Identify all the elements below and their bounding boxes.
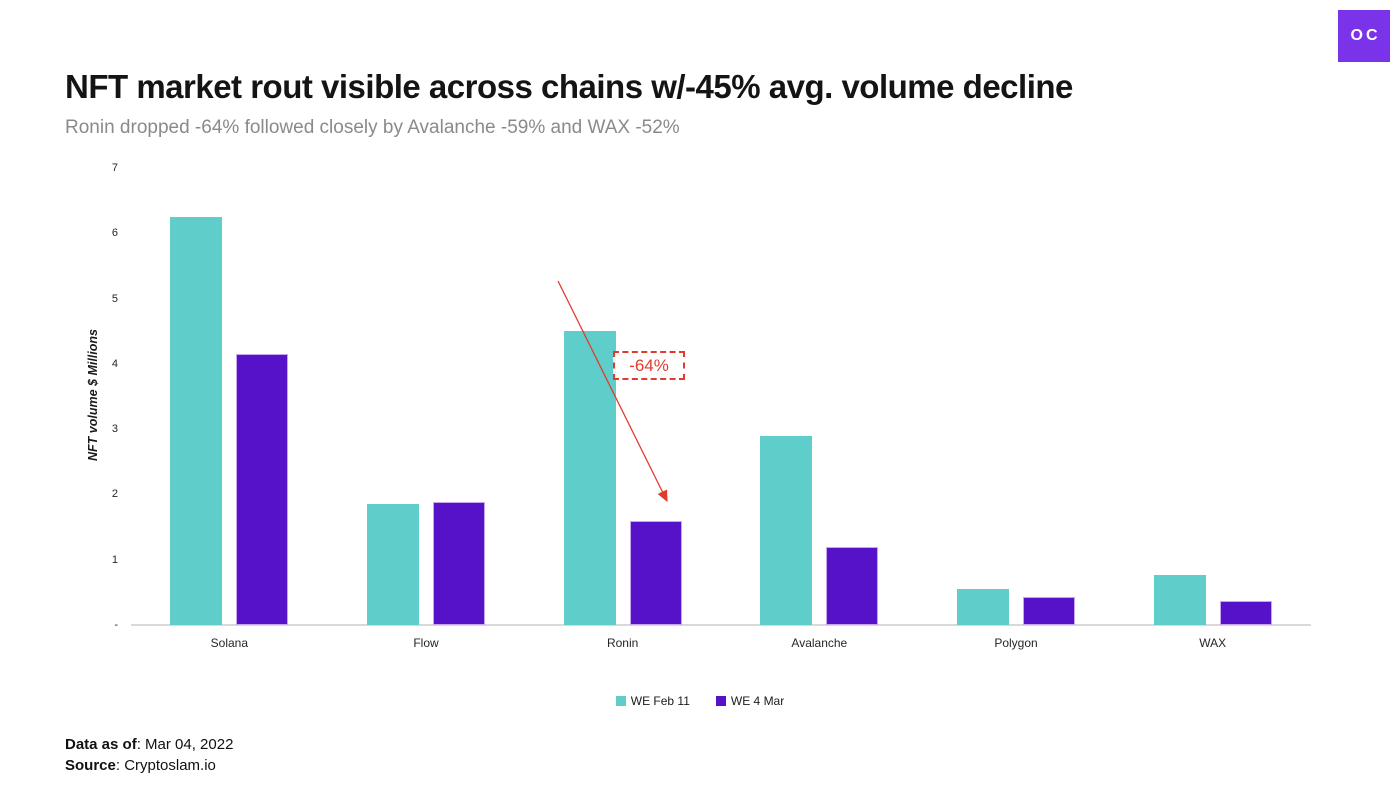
x-axis-label-solana: Solana [210,636,249,650]
source-value: : Cryptoslam.io [115,757,216,774]
footer: Data as of: Mar 04, 2022 Source: Cryptos… [65,734,233,776]
source-label: Source [65,757,116,774]
bar-ronin-we-4-mar [629,520,682,625]
bar-solana-we-feb-11 [170,216,223,625]
bar-wax-we-feb-11 [1153,574,1206,625]
bar-wax-we-4-mar [1219,600,1272,625]
bar-avalanche-we-feb-11 [760,435,813,625]
y-axis-tick-7: 7 [111,162,118,174]
page-title: NFT market rout visible across chains w/… [65,68,1073,105]
data-as-of-line: Data as of: Mar 04, 2022 [65,734,233,755]
bar-solana-we-4-mar [236,354,289,625]
data-as-of-label: Data as of [65,736,137,753]
x-axis-label-flow: Flow [413,636,439,650]
y-axis-tick-2: 2 [111,488,118,501]
bar-ronin-we-feb-11 [563,331,616,625]
x-axis-label-ronin: Ronin [606,636,639,650]
bar-flow-we-4-mar [433,502,485,625]
x-axis-label-wax: WAX [1199,636,1227,650]
source-line: Source: Cryptoslam.io [65,755,233,776]
y-axis-tick-6: 6 [111,227,118,240]
legend-swatch-icon [615,696,626,706]
bar-polygon-we-feb-11 [957,589,1009,625]
bar-avalanche-we-4-mar [826,546,879,625]
bar-polygon-we-4-mar [1023,596,1075,625]
y-axis-tick-5: 5 [111,292,118,305]
y-axis-tick-0: - [114,619,118,631]
decline-callout: -64% [613,351,685,380]
legend-swatch-icon [715,696,726,706]
y-axis-tick-4: 4 [111,357,118,370]
page-subtitle: Ronin dropped -64% followed closely by A… [65,117,680,138]
legend-item: WE Feb 11 [615,694,690,708]
legend-item: WE 4 Mar [715,694,785,708]
company-logo: OC [1338,10,1390,62]
x-axis-line [131,624,1311,626]
x-axis-label-polygon: Polygon [994,636,1038,650]
legend-label: WE 4 Mar [730,694,785,708]
chart-legend: WE Feb 11 WE 4 Mar [0,694,1400,708]
data-as-of-value: : Mar 04, 2022 [136,736,234,753]
legend-label: WE Feb 11 [630,694,690,708]
y-axis-tick-1: 1 [111,553,118,566]
x-axis-label-avalanche: Avalanche [791,636,848,650]
y-axis-tick-3: 3 [111,423,118,436]
bar-flow-we-feb-11 [367,504,419,625]
